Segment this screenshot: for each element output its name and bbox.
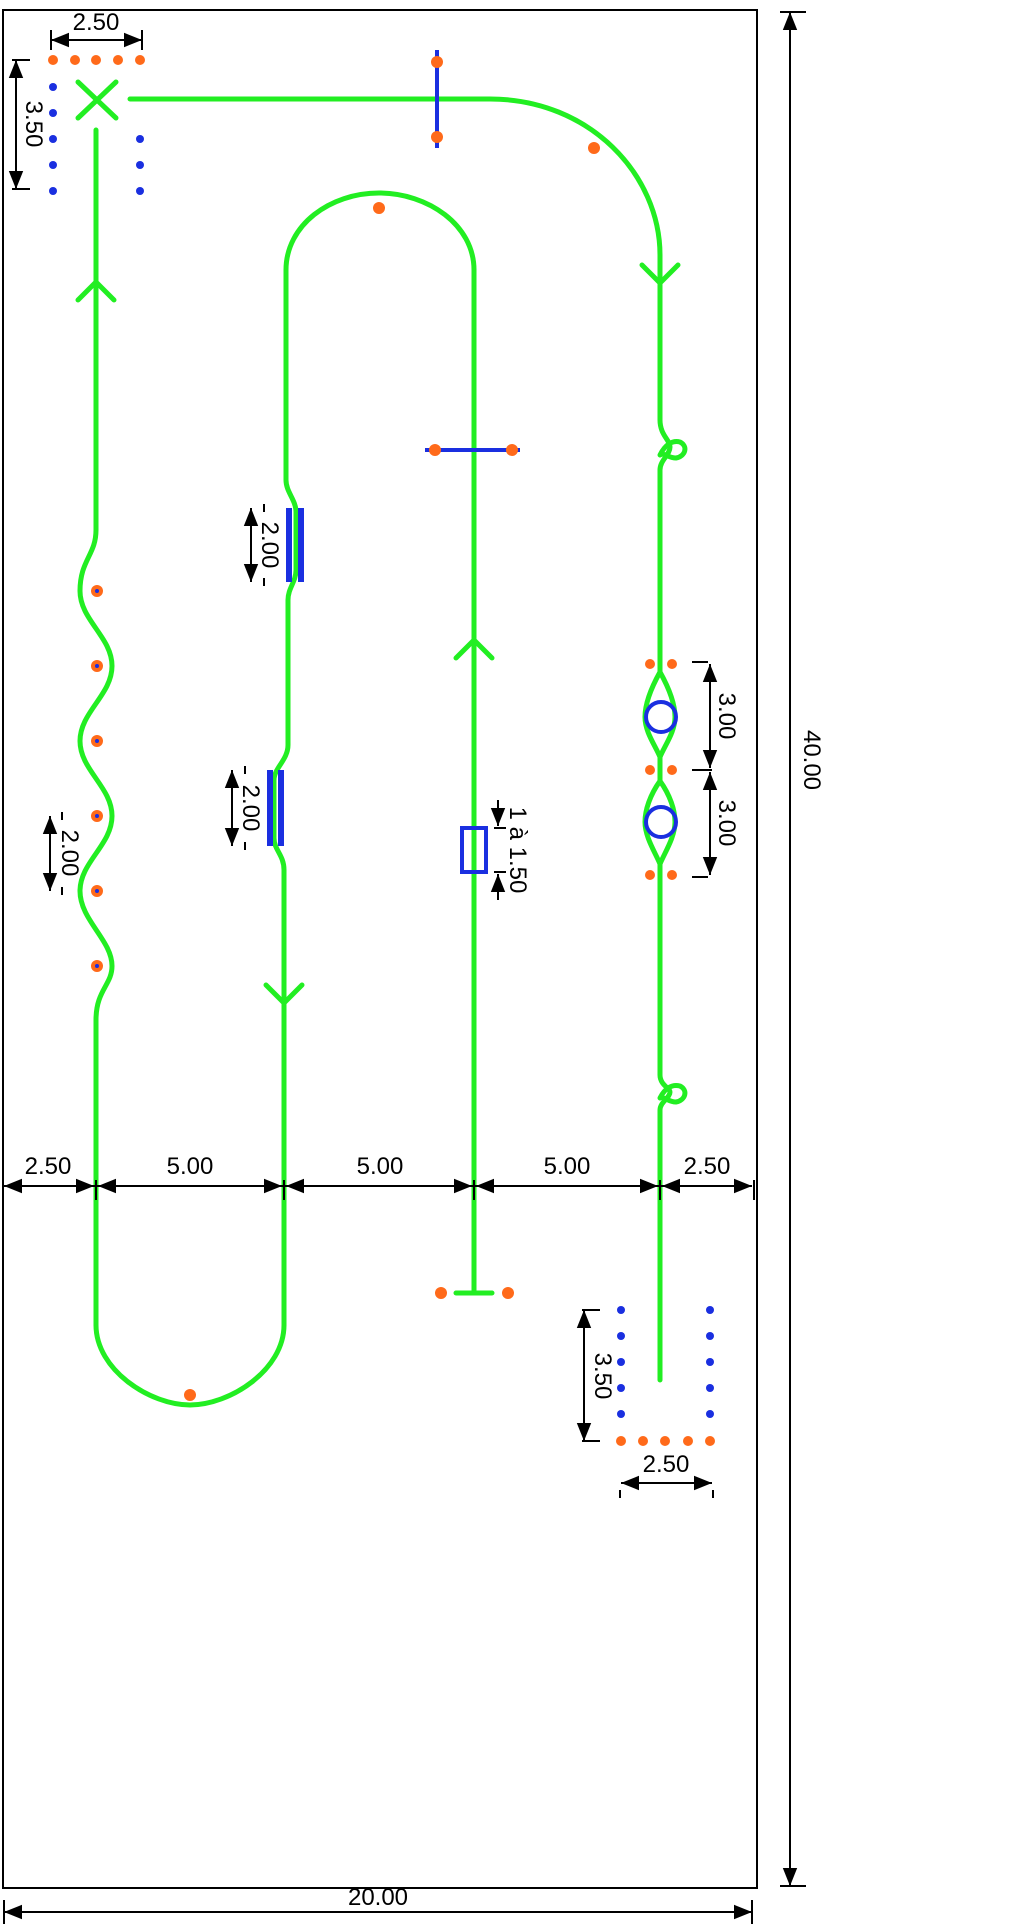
label-start-box-depth: 3.50	[20, 101, 47, 148]
circle-obstacle-1	[644, 700, 678, 734]
track-left-column	[77, 127, 115, 1328]
direction-arrow-down-right	[639, 262, 681, 286]
cones	[48, 55, 715, 1446]
dimension-labels: 2.50 3.50 40.00 20.00 2.50 5.00 5.00 5.0…	[20, 9, 825, 1911]
direction-arrow-up-left	[75, 279, 117, 303]
field-boundary	[2, 9, 758, 1889]
label-col-gap-right: 2.50	[684, 1153, 731, 1180]
track-right-column	[642, 467, 678, 1383]
track-loop-1	[657, 439, 688, 461]
start-cross	[75, 79, 119, 121]
track-column-2	[271, 267, 299, 1328]
direction-arrow-down-col2	[263, 982, 305, 1006]
label-end-box-width: 2.50	[643, 1451, 690, 1478]
label-circle-zone-1: 3.00	[713, 693, 740, 740]
label-plank-length: 1 à 1.50	[504, 807, 531, 894]
label-narrow-gate-1: 2.00	[256, 522, 283, 569]
label-total-width: 20.00	[348, 1884, 408, 1911]
label-total-length: 40.00	[798, 730, 825, 790]
direction-arrow-up-col3	[453, 637, 495, 661]
label-col-gap-3: 5.00	[544, 1153, 591, 1180]
label-slalom-spacing: 2.00	[56, 830, 83, 877]
label-end-box-depth: 3.50	[589, 1353, 616, 1400]
track-bottom-uturn	[93, 1322, 287, 1408]
narrow-gate-2	[267, 770, 284, 846]
label-narrow-gate-2: 2.00	[237, 785, 264, 832]
dimension-lines	[3, 11, 806, 1924]
label-col-gap-left: 2.50	[25, 1153, 72, 1180]
label-start-box-width: 2.50	[73, 9, 120, 36]
label-col-gap-2: 5.00	[357, 1153, 404, 1180]
track-path	[75, 79, 688, 1408]
blue-markers	[49, 83, 714, 1418]
label-col-gap-1: 5.00	[167, 1153, 214, 1180]
plank-obstacle	[460, 826, 488, 874]
narrow-gate-1	[286, 508, 304, 582]
track-top-straight	[127, 96, 673, 473]
circle-obstacle-2	[644, 805, 678, 839]
label-circle-zone-2: 3.00	[713, 800, 740, 847]
track-top-uturn	[283, 190, 477, 273]
track-loop-2	[657, 1083, 688, 1105]
